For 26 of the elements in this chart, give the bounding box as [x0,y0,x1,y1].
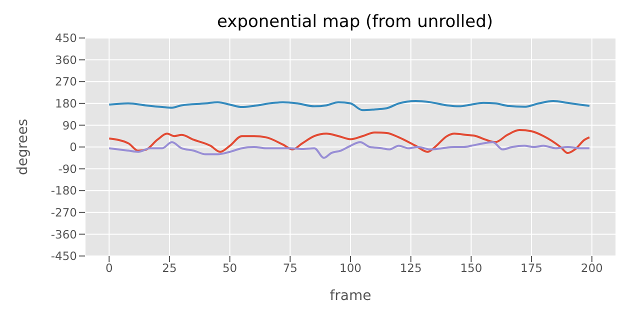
x-tick-label: 150 [460,261,482,276]
line-series [108,129,590,154]
x-tick-label: 75 [282,261,298,276]
y-tick-label: -270 [50,205,77,220]
x-tick-label: 200 [580,261,603,276]
y-tick-label: -90 [58,162,77,176]
y-axis-title: degrees [14,118,31,176]
x-tick-label: 100 [340,261,362,276]
y-tick-label: 270 [55,74,77,89]
line-series [108,141,590,159]
x-tick-label: 50 [222,261,238,276]
y-tick-label: -180 [50,184,77,198]
y-tick-label: -450 [50,249,77,264]
x-axis-title: frame [330,288,372,304]
y-tick-label: 90 [62,118,77,132]
x-tick-label: 25 [162,261,177,276]
y-tick-label: -360 [50,227,77,242]
y-tick-label: 0 [70,140,77,154]
y-tick-label: 180 [55,96,77,110]
y-tick-label: 450 [55,31,77,46]
line-series [108,100,590,112]
x-tick-label: 175 [520,261,542,276]
x-tick-label: 125 [400,261,422,276]
y-tick-label: 360 [55,52,77,67]
x-tick-label: 0 [105,261,113,276]
chart-title: exponential map (from unrolled) [216,12,494,32]
